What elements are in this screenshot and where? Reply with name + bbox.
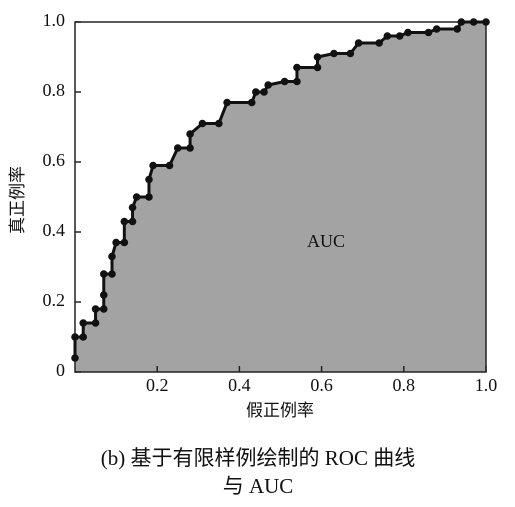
roc-point [252,88,260,96]
roc-point [264,81,272,89]
roc-point [99,270,108,278]
roc-point [404,28,412,37]
roc-point [112,238,120,247]
x-tick-label: 0.8 [393,375,416,395]
roc-point [280,77,289,86]
roc-point [165,161,174,170]
caption: 与 AUC [223,474,294,498]
roc-point [149,161,157,170]
caption: (b) 基于有限样例绘制的 ROC 曲线 [101,446,415,470]
roc-point [469,18,478,26]
roc-point [247,98,256,107]
plot-frame [74,21,487,373]
roc-point [457,18,466,26]
roc-point [120,238,129,247]
x-tick-label: 1.0 [475,375,498,395]
x-axis-label: 假正例率 [246,401,314,421]
roc-point [424,28,433,37]
roc-point [293,77,301,86]
y-axis-label: 真正例率 [8,166,28,234]
roc-point [375,39,383,47]
roc-point [99,305,108,313]
y-tick-label: 0 [56,360,65,380]
roc-point [293,63,301,72]
roc-point [99,291,108,299]
roc-point [173,144,182,152]
y-tick-label: 0.8 [43,80,66,100]
roc-point [128,217,137,226]
x-tick-label: 0.6 [310,375,333,395]
roc-point [354,39,363,47]
roc-point [132,193,141,201]
x-tick-label: 0.4 [228,375,251,395]
annotation: AUC [307,231,345,251]
roc-point [383,32,392,40]
area [75,22,486,372]
roc-point [395,32,404,40]
roc-point [313,63,322,72]
roc-point [128,203,137,212]
roc-point [482,18,490,26]
roc-point [215,119,223,128]
roc-point [198,119,207,128]
y-tick-label: 0.4 [43,220,66,240]
roc-point [186,130,194,138]
roc-point [432,25,441,33]
roc-point [186,144,194,152]
roc-point [260,88,268,96]
roc-point [71,354,79,362]
roc-point [145,175,153,184]
roc-point [71,333,79,341]
y-tick-label: 0.6 [43,150,66,170]
roc-point [346,49,355,58]
roc-point [330,49,338,58]
x-tick-label: 0.2 [146,375,169,395]
roc-point [91,319,100,327]
roc-point [79,333,88,341]
y-tick-label: 1.0 [43,10,66,30]
roc-point [108,252,116,261]
roc-point [145,193,153,201]
roc-point [79,319,88,327]
roc-point [453,25,462,33]
roc-point [91,305,100,313]
roc-point [108,270,116,278]
roc-point [223,98,231,107]
roc-point [313,53,322,61]
roc-point [120,217,129,226]
y-tick-label: 0.2 [43,290,66,310]
